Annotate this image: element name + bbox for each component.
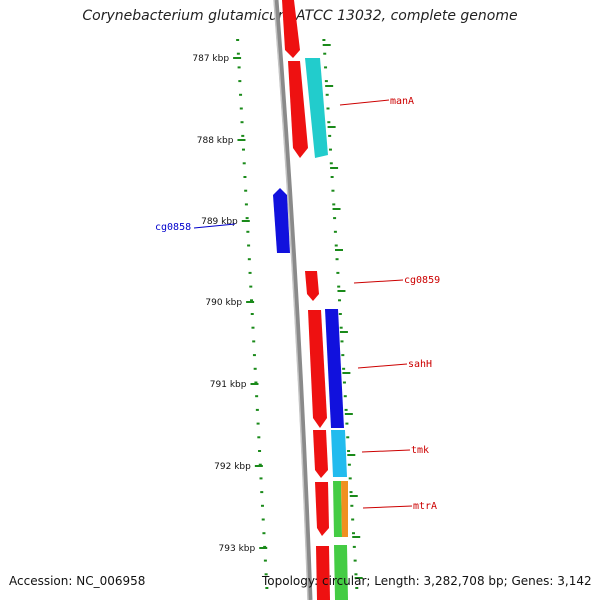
genome-backbone-highlight [273,0,309,600]
scale-ticks [233,39,363,589]
scale-labels: 787 kbp 788 kbp 789 kbp 790 kbp 791 kbp 792 k… [192,54,255,554]
gene-arrow-bottom-green [334,545,348,600]
scale-label: 790 kbp [205,298,242,308]
gene-arrow-mtrA-green [333,481,342,537]
genome-backbone [273,0,313,600]
gene-arrow-sahH-blue [325,309,344,428]
gene-label-tmk[interactable]: tmk [411,445,429,456]
accession-text: Accession: NC_006958 [9,574,146,588]
gene-label-mtrA[interactable]: mtrA [413,501,437,512]
gene-arrow-cg0859 [305,271,319,301]
gene-features [273,0,348,600]
gene-label-cg0858[interactable]: cg0858 [155,222,191,233]
gene-arrow-manA-cyan [305,58,328,158]
genome-summary-text: Topology: circular; Length: 3,282,708 bp… [262,574,592,588]
gene-arrow-mtrA-orange [341,481,348,537]
gene-label-cg0859[interactable]: cg0859 [404,275,440,286]
gene-label-manA[interactable]: manA [390,96,414,107]
gene-arrow-tmk-blue [331,430,347,477]
gene-label-leaders [193,99,413,509]
gene-arrow-sahH-red [308,310,327,428]
scale-label: 793 kbp [219,544,256,554]
scale-label: 788 kbp [197,136,234,146]
gene-arrow-mtrA-red [315,482,329,536]
scale-label: 791 kbp [210,380,247,390]
scale-label: 787 kbp [192,54,229,64]
gene-arrow-bottom-red [316,546,330,600]
scale-label: 789 kbp [201,217,238,227]
map-title: Corynebacterium glutamicum ATCC 13032, c… [82,8,518,24]
gene-arrow-tmk-red [313,430,328,478]
gene-arrow-cg0858 [273,188,290,253]
gene-arrow-top [282,0,300,58]
gene-arrow-manA-red [288,61,308,158]
scale-label: 792 kbp [214,462,251,472]
gene-label-sahH[interactable]: sahH [408,359,432,370]
